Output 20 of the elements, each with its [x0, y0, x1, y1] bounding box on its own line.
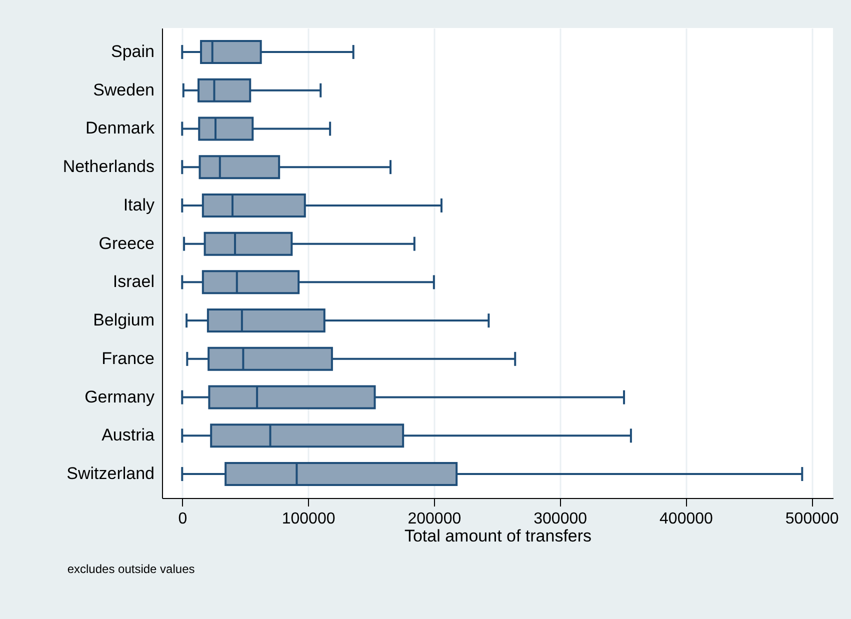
y-tick-label: Netherlands	[62, 157, 154, 176]
text: excludes outside values	[67, 562, 195, 576]
y-tick-label: Israel	[112, 272, 154, 292]
x-tick-label: 400000	[660, 510, 714, 528]
x-tick-label: 100000	[282, 510, 336, 528]
x-tick-label: 300000	[534, 510, 588, 528]
x-tick-label: 0	[178, 510, 188, 528]
y-tick-label: France	[102, 348, 154, 368]
y-tick-label: Austria	[102, 426, 156, 445]
y-tick-label: Italy	[123, 195, 155, 214]
y-tick-label: Greece	[98, 234, 154, 253]
y-tick-label: Germany	[84, 387, 155, 406]
x-tick-label: 200000	[408, 510, 462, 528]
x-tick-label: 500000	[785, 510, 839, 528]
y-tick-label: Spain	[111, 42, 154, 61]
y-tick-label: Denmark	[86, 118, 155, 138]
y-tick-label: Switzerland	[66, 464, 154, 484]
y-tick-label: Sweden	[93, 80, 154, 100]
y-tick-label: Belgium	[93, 310, 154, 330]
x-axis-title: Total amount of transfers	[404, 526, 592, 546]
